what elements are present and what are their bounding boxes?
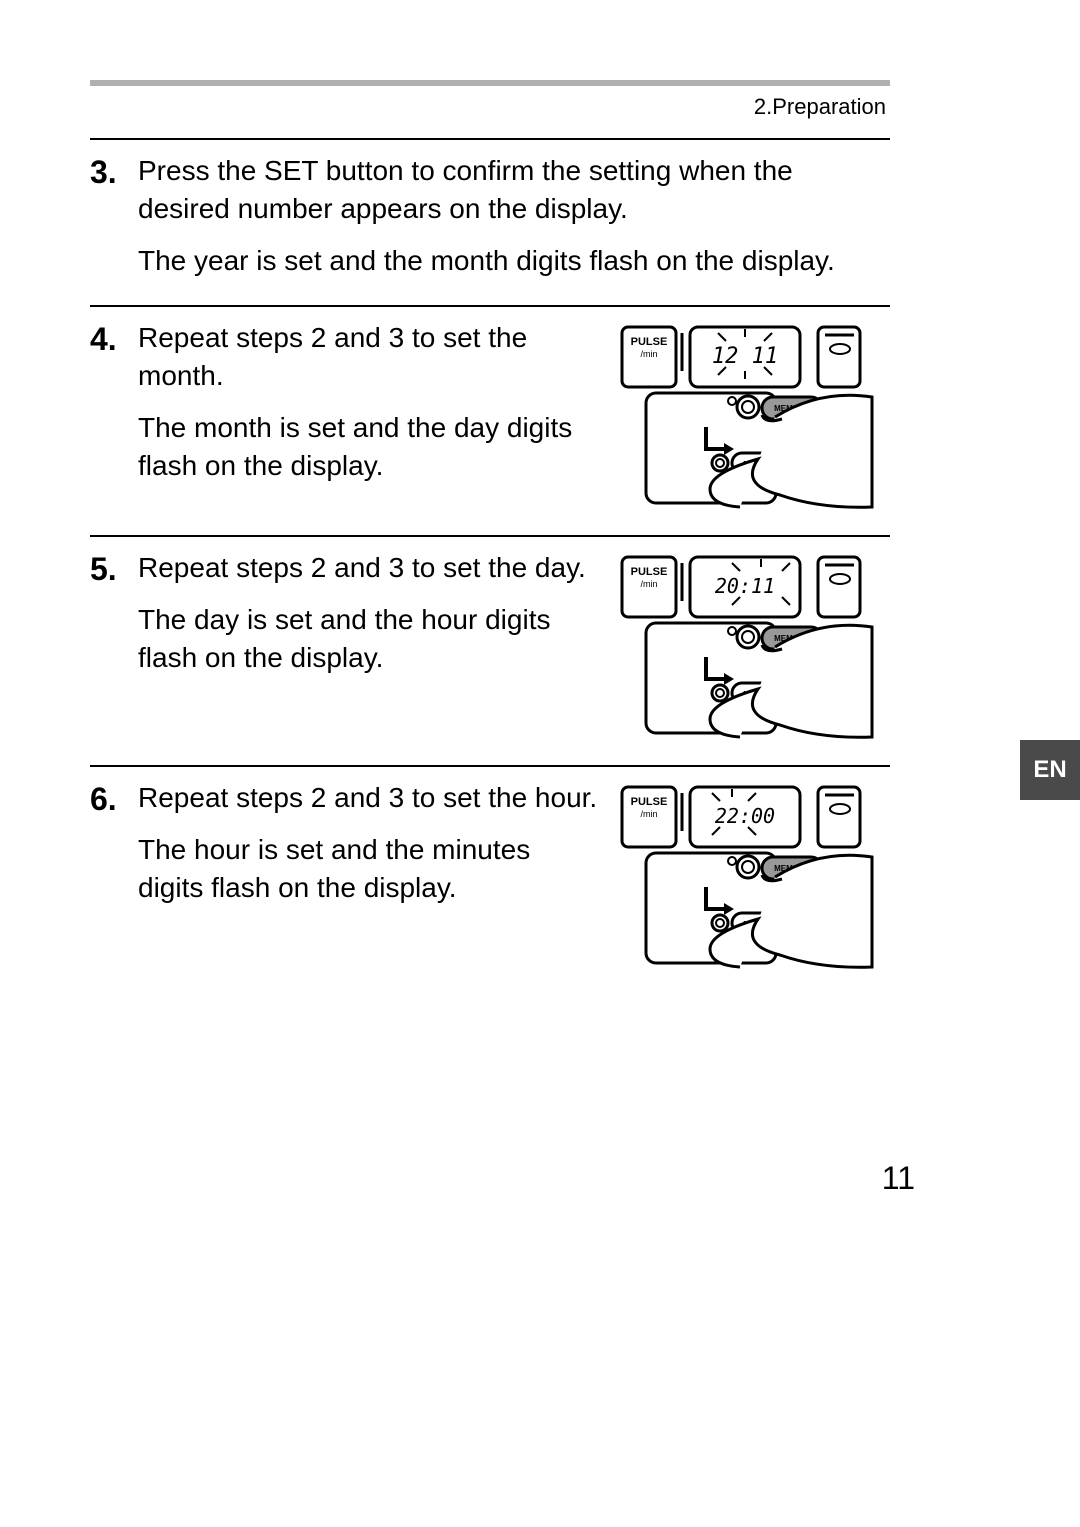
- display-4: 12 11: [712, 344, 778, 369]
- pulse-label: PULSE: [631, 336, 668, 348]
- step-5-text: Repeat steps 2 and 3 to set the day. The…: [138, 549, 600, 676]
- per-min-label: /min: [640, 349, 657, 359]
- display-6: 22:00: [715, 804, 775, 828]
- step-4-illustration: PULSE /min 12 11: [620, 319, 890, 509]
- display-5: 20:11: [715, 574, 775, 598]
- step-4: 4. Repeat steps 2 and 3 to set the month…: [90, 305, 890, 509]
- step-3-text: Press the SET button to confirm the sett…: [138, 152, 890, 279]
- step-5-primary: Repeat steps 2 and 3 to set the day.: [138, 549, 600, 587]
- step-6-secondary: The hour is set and the minutes digits f…: [138, 831, 600, 907]
- step-number-3: 3.: [90, 152, 138, 188]
- svg-text:/min: /min: [640, 809, 657, 819]
- step-number-6: 6.: [90, 779, 138, 815]
- header-rule: [90, 80, 890, 86]
- step-5-illustration: PULSE /min 20:11: [620, 549, 890, 739]
- step-3-secondary: The year is set and the month digits fla…: [138, 242, 890, 280]
- step-5-secondary: The day is set and the hour digits flash…: [138, 601, 600, 677]
- step-6-primary: Repeat steps 2 and 3 to set the hour.: [138, 779, 600, 817]
- svg-text:/min: /min: [640, 579, 657, 589]
- language-tab: EN: [1020, 740, 1080, 800]
- step-6-illustration: PULSE /min 22:00: [620, 779, 890, 969]
- step-5: 5. Repeat steps 2 and 3 to set the day. …: [90, 535, 890, 739]
- step-3-primary: Press the SET button to confirm the sett…: [138, 152, 890, 228]
- step-number-5: 5.: [90, 549, 138, 585]
- step-number-4: 4.: [90, 319, 138, 355]
- svg-text:PULSE: PULSE: [631, 796, 668, 808]
- step-6-text: Repeat steps 2 and 3 to set the hour. Th…: [138, 779, 600, 906]
- step-6: 6. Repeat steps 2 and 3 to set the hour.…: [90, 765, 890, 969]
- step-3: 3. Press the SET button to confirm the s…: [90, 138, 890, 279]
- step-4-text: Repeat steps 2 and 3 to set the month. T…: [138, 319, 600, 484]
- step-4-primary: Repeat steps 2 and 3 to set the month.: [138, 319, 600, 395]
- section-header: 2.Preparation: [90, 94, 890, 120]
- page-number: 11: [882, 1160, 915, 1197]
- step-4-secondary: The month is set and the day digits flas…: [138, 409, 600, 485]
- svg-text:PULSE: PULSE: [631, 566, 668, 578]
